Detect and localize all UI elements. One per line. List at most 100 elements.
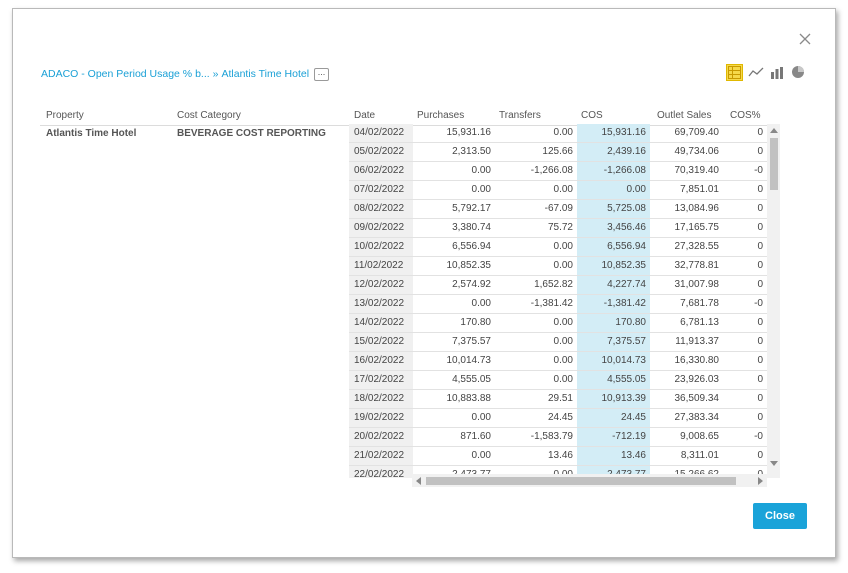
table-row[interactable]: 18/02/2022 10,883.88 29.51 10,913.39 36,509.… [349, 390, 767, 409]
cell-date: 06/02/2022 [349, 162, 413, 180]
cell-date: 20/02/2022 [349, 428, 413, 446]
scroll-left-arrow-icon[interactable] [416, 477, 421, 485]
cell-transfers: 0.00 [553, 241, 573, 252]
table-row[interactable]: 20/02/2022 871.60 -1,583.79 -712.19 9,008.65… [349, 428, 767, 447]
cell-cos: 2,439.16 [577, 143, 650, 161]
breadcrumb-more-button[interactable]: ... [314, 67, 330, 81]
cell-date: 18/02/2022 [349, 390, 413, 408]
cell-date: 05/02/2022 [349, 143, 413, 161]
cell-transfers: 0.00 [553, 184, 573, 195]
table-row[interactable]: 12/02/2022 2,574.92 1,652.82 4,227.74 31,007… [349, 276, 767, 295]
cell-purchases: 10,014.73 [446, 355, 492, 366]
cell-cos-pct: 0 [757, 355, 763, 366]
horizontal-scroll-thumb[interactable] [426, 477, 736, 485]
data-grid: 04/02/2022 15,931.16 0.00 15,931.16 69,709.4… [349, 124, 767, 478]
header-purchases[interactable]: Purchases [417, 110, 465, 121]
table-row[interactable]: 17/02/2022 4,555.05 0.00 4,555.05 23,926.03 0 [349, 371, 767, 390]
cell-purchases: 6,556.94 [452, 241, 491, 252]
line-chart-icon[interactable] [747, 64, 764, 81]
breadcrumb-current[interactable]: Atlantis Time Hotel [221, 68, 310, 80]
pie-chart-icon[interactable] [789, 64, 806, 81]
scroll-down-arrow-icon[interactable] [770, 461, 778, 466]
cell-outlet-sales: 23,926.03 [674, 374, 720, 385]
cell-purchases: 0.00 [471, 184, 491, 195]
scroll-up-arrow-icon[interactable] [770, 128, 778, 133]
table-row[interactable]: 04/02/2022 15,931.16 0.00 15,931.16 69,709.4… [349, 124, 767, 143]
cell-transfers: -1,583.79 [530, 431, 573, 442]
table-row[interactable]: 16/02/2022 10,014.73 0.00 10,014.73 16,330.8… [349, 352, 767, 371]
vertical-scroll-thumb[interactable] [770, 138, 778, 190]
cell-transfers: -67.09 [544, 203, 573, 214]
cell-cos-pct: 0 [757, 260, 763, 271]
cell-transfers: 13.46 [547, 450, 573, 461]
header-cos[interactable]: COS [581, 110, 603, 121]
table-row[interactable]: 10/02/2022 6,556.94 0.00 6,556.94 27,328.55 0 [349, 238, 767, 257]
cost-category-value: BEVERAGE COST REPORTING [177, 128, 326, 139]
table-row[interactable]: 19/02/2022 0.00 24.45 24.45 27,383.34 0 [349, 409, 767, 428]
table-row[interactable]: 21/02/2022 0.00 13.46 13.46 8,311.01 0 [349, 447, 767, 466]
cell-outlet-sales: 49,734.06 [674, 146, 720, 157]
table-view-icon[interactable] [726, 63, 743, 81]
table-row[interactable]: 14/02/2022 170.80 0.00 170.80 6,781.13 0 [349, 314, 767, 333]
table-row[interactable]: 09/02/2022 3,380.74 75.72 3,456.46 17,165.75… [349, 219, 767, 238]
close-dialog-icon[interactable] [797, 31, 813, 47]
cell-transfers: -1,381.42 [530, 298, 573, 309]
cell-outlet-sales: 31,007.98 [674, 279, 720, 290]
table-row[interactable]: 07/02/2022 0.00 0.00 0.00 7,851.01 0 [349, 181, 767, 200]
cell-date: 19/02/2022 [349, 409, 413, 427]
cell-date: 17/02/2022 [349, 371, 413, 389]
cell-outlet-sales: 9,008.65 [680, 431, 719, 442]
cell-cos: -1,381.42 [577, 295, 650, 313]
cell-outlet-sales: 69,709.40 [674, 127, 720, 138]
cell-purchases: 2,574.92 [452, 279, 491, 290]
table-row[interactable]: 05/02/2022 2,313.50 125.66 2,439.16 49,734.0… [349, 143, 767, 162]
cell-outlet-sales: 27,328.55 [674, 241, 720, 252]
cell-cos: 4,227.74 [577, 276, 650, 294]
cell-cos: 3,456.46 [577, 219, 650, 237]
cell-cos: 0.00 [577, 181, 650, 199]
report-dialog [12, 8, 836, 558]
cell-cos: 5,725.08 [577, 200, 650, 218]
cell-transfers: -1,266.08 [530, 165, 573, 176]
cell-transfers: 75.72 [547, 222, 573, 233]
cell-outlet-sales: 70,319.40 [674, 165, 720, 176]
cell-cos: 4,555.05 [577, 371, 650, 389]
bar-chart-icon[interactable] [768, 64, 785, 81]
horizontal-scrollbar[interactable] [412, 474, 767, 487]
cell-cos-pct: 0 [757, 127, 763, 138]
table-row[interactable]: 11/02/2022 10,852.35 0.00 10,852.35 32,778.8… [349, 257, 767, 276]
cell-date: 12/02/2022 [349, 276, 413, 294]
table-row[interactable]: 15/02/2022 7,375.57 0.00 7,375.57 11,913.37 0 [349, 333, 767, 352]
cell-cos: 15,931.16 [577, 124, 650, 142]
cell-date: 16/02/2022 [349, 352, 413, 370]
header-date[interactable]: Date [354, 110, 376, 121]
header-property[interactable]: Property [46, 110, 84, 121]
cell-cos: 6,556.94 [577, 238, 650, 256]
cell-cos: 170.80 [577, 314, 650, 332]
vertical-scrollbar[interactable] [767, 124, 780, 478]
header-cos-percent[interactable]: COS% [730, 110, 761, 121]
cell-outlet-sales: 11,913.37 [675, 336, 719, 347]
breadcrumb-report-link[interactable]: ADACO - Open Period Usage % b... [41, 68, 210, 80]
cell-cos: 10,014.73 [577, 352, 650, 370]
cell-transfers: 0.00 [553, 260, 573, 271]
cell-transfers: 1,652.82 [534, 279, 573, 290]
cell-date: 10/02/2022 [349, 238, 413, 256]
header-transfers[interactable]: Transfers [499, 110, 541, 121]
cell-cos: -1,266.08 [577, 162, 650, 180]
table-row[interactable]: 13/02/2022 0.00 -1,381.42 -1,381.42 7,681.78… [349, 295, 767, 314]
breadcrumb-separator: » [212, 68, 219, 80]
cell-purchases: 0.00 [471, 450, 491, 461]
header-cost-category[interactable]: Cost Category [177, 110, 241, 121]
cell-date: 22/02/2022 [349, 466, 413, 478]
breadcrumb: ADACO - Open Period Usage % b... » Atlan… [41, 66, 330, 82]
cell-date: 11/02/2022 [349, 257, 413, 275]
cell-outlet-sales: 36,509.34 [674, 393, 720, 404]
scroll-right-arrow-icon[interactable] [758, 477, 763, 485]
cell-transfers: 0.00 [553, 336, 573, 347]
close-button[interactable]: Close [753, 503, 807, 529]
cell-transfers: 0.00 [495, 466, 577, 478]
header-outlet-sales[interactable]: Outlet Sales [657, 110, 712, 121]
table-row[interactable]: 08/02/2022 5,792.17 -67.09 5,725.08 13,084.9… [349, 200, 767, 219]
table-row[interactable]: 06/02/2022 0.00 -1,266.08 -1,266.08 70,319.4… [349, 162, 767, 181]
